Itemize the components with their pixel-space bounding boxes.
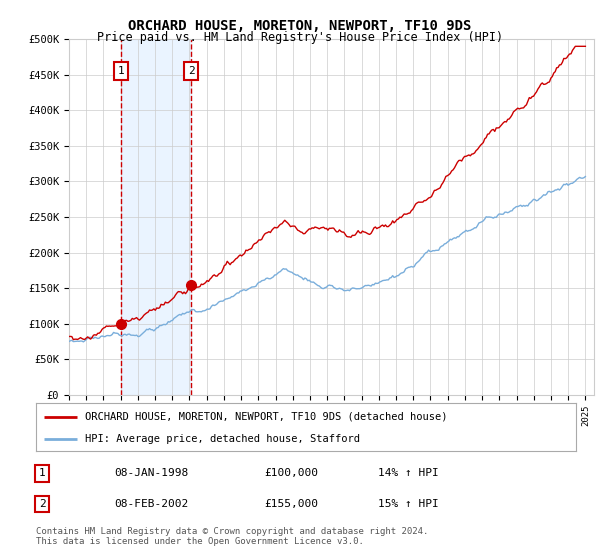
Text: Price paid vs. HM Land Registry's House Price Index (HPI): Price paid vs. HM Land Registry's House …	[97, 31, 503, 44]
Text: 2: 2	[188, 66, 194, 76]
Text: 2: 2	[38, 499, 46, 509]
Text: 1: 1	[38, 468, 46, 478]
Text: £155,000: £155,000	[264, 499, 318, 509]
Text: ORCHARD HOUSE, MORETON, NEWPORT, TF10 9DS: ORCHARD HOUSE, MORETON, NEWPORT, TF10 9D…	[128, 19, 472, 33]
Bar	[121, 39, 191, 395]
Text: HPI: Average price, detached house, Stafford: HPI: Average price, detached house, Staf…	[85, 434, 359, 444]
Text: Contains HM Land Registry data © Crown copyright and database right 2024.
This d: Contains HM Land Registry data © Crown c…	[36, 526, 428, 546]
Text: 14% ↑ HPI: 14% ↑ HPI	[378, 468, 439, 478]
Text: ORCHARD HOUSE, MORETON, NEWPORT, TF10 9DS (detached house): ORCHARD HOUSE, MORETON, NEWPORT, TF10 9D…	[85, 412, 447, 422]
Text: 15% ↑ HPI: 15% ↑ HPI	[378, 499, 439, 509]
Text: 1: 1	[118, 66, 125, 76]
Text: 08-JAN-1998: 08-JAN-1998	[114, 468, 188, 478]
Text: 08-FEB-2002: 08-FEB-2002	[114, 499, 188, 509]
Text: £100,000: £100,000	[264, 468, 318, 478]
